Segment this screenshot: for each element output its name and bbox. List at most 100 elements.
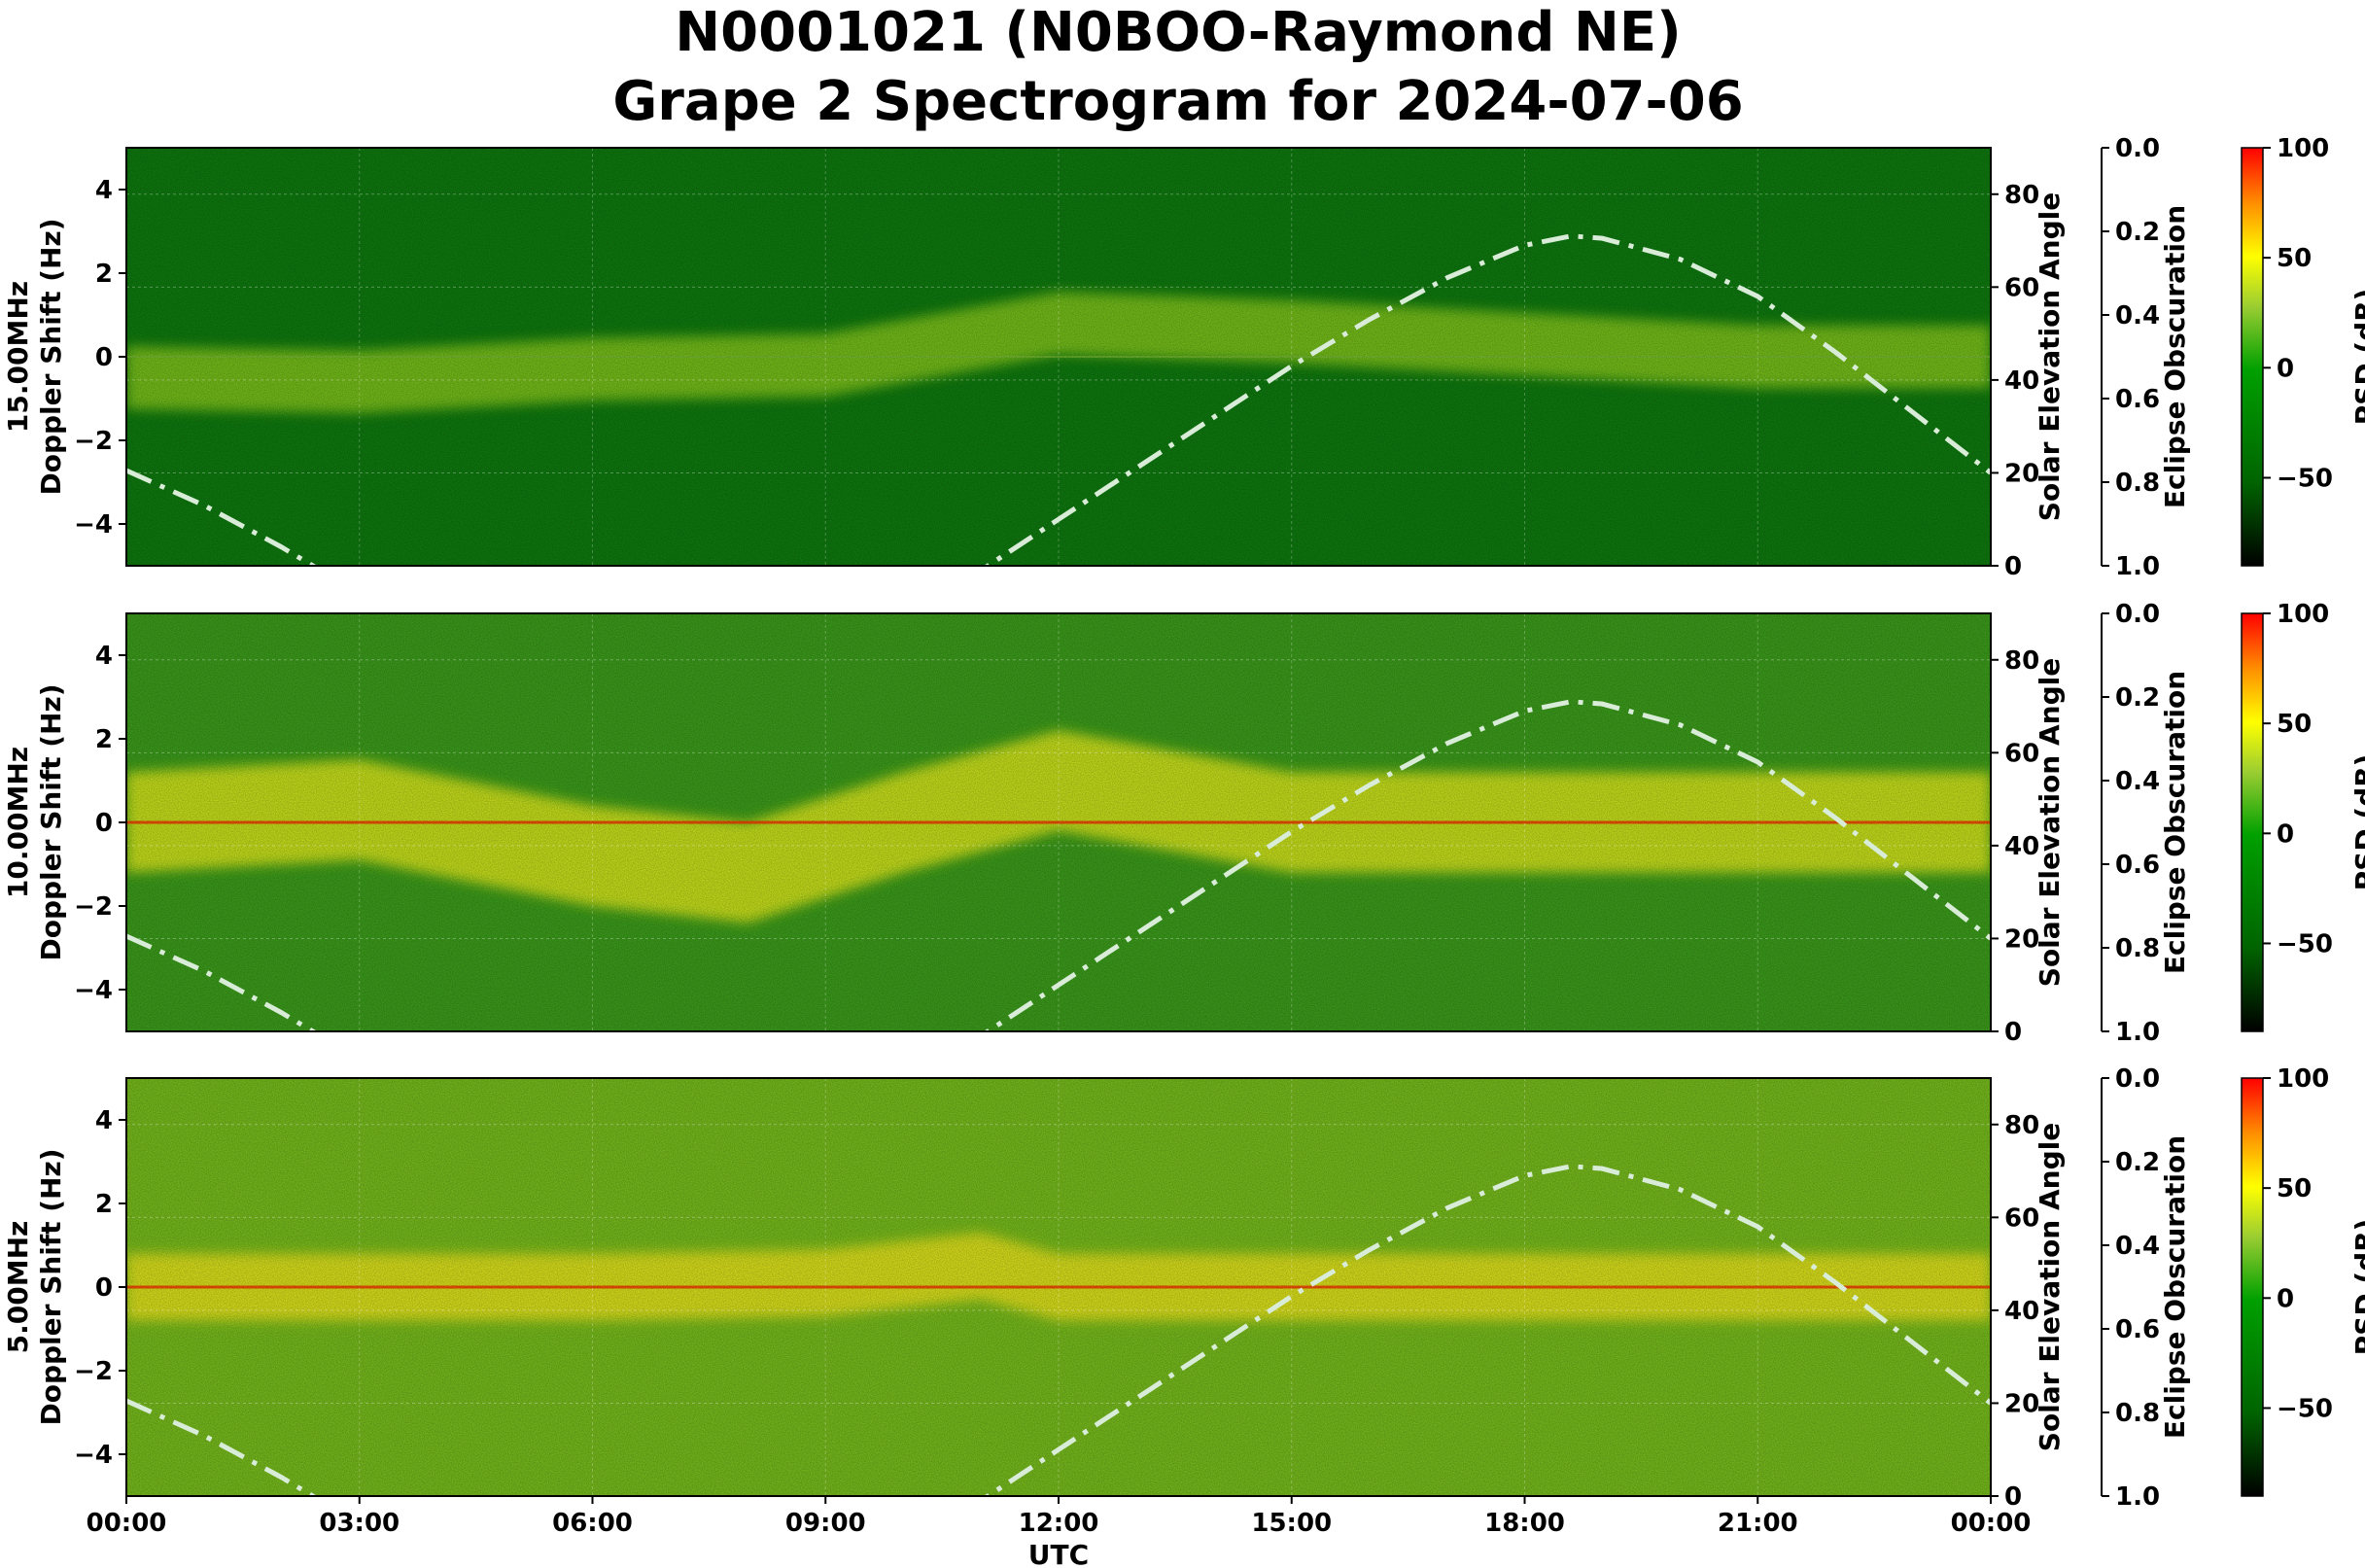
- x-tick-label: 00:00: [1951, 1509, 2032, 1538]
- doppler-tick-label: −4: [74, 1441, 113, 1470]
- solar-tick-label: 40: [2004, 366, 2039, 396]
- eclipse-tick-label: 1.0: [2115, 1482, 2160, 1512]
- solar-tick-label: 20: [2004, 1389, 2039, 1418]
- doppler-tick-label: −2: [74, 427, 113, 456]
- x-tick-label: 15:00: [1251, 1509, 1332, 1538]
- doppler-tick-label: −4: [74, 976, 113, 1005]
- solar-tick-label: 60: [2004, 739, 2039, 768]
- colorbar-tick-label: 100: [2277, 600, 2329, 629]
- eclipse-tick-label: 0.8: [2115, 469, 2160, 498]
- solar-tick-label: 20: [2004, 924, 2039, 954]
- eclipse-tick-label: 0.6: [2115, 385, 2160, 414]
- colorbar-tick-label: 0: [2277, 1284, 2294, 1313]
- colorbar-label: PSD (dB): [2349, 1219, 2365, 1356]
- solar-tick-label: 20: [2004, 459, 2039, 488]
- doppler-tick-label: 2: [95, 260, 113, 289]
- solar-tick-label: 0: [2004, 1482, 2022, 1512]
- x-tick-label: 00:00: [87, 1509, 167, 1538]
- eclipse-axis-label: Eclipse Obscuration: [2159, 1135, 2191, 1439]
- spectrogram-plot: [126, 1078, 1991, 1496]
- spectrogram-plot: [126, 148, 1991, 566]
- colorbar-tick-label: 100: [2277, 134, 2329, 163]
- noise-texture: [126, 148, 1991, 566]
- eclipse-tick-label: 0.4: [2115, 301, 2160, 331]
- colorbar-tick-label: −50: [2277, 1394, 2333, 1423]
- colorbar-label: PSD (dB): [2349, 754, 2365, 891]
- doppler-axis-label: Doppler Shift (Hz): [35, 218, 67, 495]
- solar-tick-label: 60: [2004, 273, 2039, 302]
- doppler-tick-label: 0: [95, 1273, 113, 1303]
- doppler-axis-label: Doppler Shift (Hz): [35, 1148, 67, 1425]
- noise-texture: [126, 1078, 1991, 1496]
- panel-15.00MHz: 420−2−415.00MHz Doppler Shift (Hz)8060402…: [2, 134, 2365, 581]
- eclipse-axis-label: Eclipse Obscuration: [2159, 205, 2191, 508]
- figure-title-line1: N0001021 (N0BOO-Raymond NE): [675, 1, 1681, 64]
- solar-elevation-curve: [126, 233, 1991, 566]
- eclipse-tick-label: 0.2: [2115, 1148, 2160, 1177]
- solar-elevation-curve: [126, 1164, 1991, 1496]
- doppler-tick-label: 0: [95, 809, 113, 838]
- eclipse-tick-label: 0.0: [2115, 1064, 2160, 1094]
- colorbar-label: PSD (dB): [2349, 289, 2365, 426]
- eclipse-tick-label: 0.4: [2115, 1232, 2160, 1261]
- doppler-tick-label: 4: [95, 1106, 113, 1135]
- x-axis-label: UTC: [1028, 1539, 1089, 1568]
- doppler-axis-label: Doppler Shift (Hz): [35, 683, 67, 960]
- solar-elevation-curve: [126, 699, 1991, 1031]
- eclipse-tick-label: 0.8: [2115, 934, 2160, 963]
- eclipse-tick-label: 0.6: [2115, 1315, 2160, 1344]
- solar-tick-label: 40: [2004, 832, 2039, 861]
- colorbar: [2241, 1077, 2264, 1497]
- eclipse-tick-label: 1.0: [2115, 1018, 2160, 1047]
- colorbar-tick-label: 50: [2277, 1174, 2312, 1203]
- colorbar-tick-label: 0: [2277, 819, 2294, 849]
- figure-title-line2: Grape 2 Spectrogram for 2024-07-06: [612, 70, 1743, 133]
- eclipse-tick-label: 0.2: [2115, 683, 2160, 713]
- colorbar: [2241, 612, 2264, 1032]
- doppler-tick-label: −2: [74, 892, 113, 922]
- colorbar-tick-label: 0: [2277, 354, 2294, 383]
- solar-tick-label: 40: [2004, 1297, 2039, 1326]
- panel-5.00MHz: 420−2−45.00MHz Doppler Shift (Hz)80604020…: [2, 1064, 2365, 1512]
- eclipse-tick-label: 0.0: [2115, 600, 2160, 629]
- eclipse-tick-label: 1.0: [2115, 552, 2160, 581]
- solar-tick-label: 0: [2004, 552, 2022, 581]
- doppler-tick-label: −2: [74, 1357, 113, 1386]
- solar-tick-label: 80: [2004, 1111, 2039, 1140]
- spectrogram-plot: [126, 613, 1991, 1031]
- solar-axis-label: Solar Elevation Angle: [2034, 1123, 2066, 1451]
- eclipse-tick-label: 0.4: [2115, 767, 2160, 796]
- solar-tick-label: 80: [2004, 646, 2039, 676]
- x-tick-label: 18:00: [1484, 1509, 1565, 1538]
- doppler-tick-label: −4: [74, 510, 113, 540]
- colorbar: [2241, 147, 2264, 567]
- eclipse-tick-label: 0.2: [2115, 218, 2160, 247]
- solar-tick-label: 0: [2004, 1018, 2022, 1047]
- x-tick-label: 12:00: [1019, 1509, 1099, 1538]
- x-tick-label: 03:00: [319, 1509, 400, 1538]
- colorbar-tick-label: 50: [2277, 244, 2312, 273]
- panel-10.00MHz: 420−2−410.00MHz Doppler Shift (Hz)8060402…: [2, 600, 2365, 1047]
- colorbar-tick-label: −50: [2277, 929, 2333, 958]
- colorbar-tick-label: −50: [2277, 464, 2333, 493]
- solar-tick-label: 60: [2004, 1203, 2039, 1233]
- panel-frequency-label: 15.00MHz: [2, 281, 34, 433]
- colorbar-tick-label: 100: [2277, 1064, 2329, 1094]
- x-tick-label: 06:00: [552, 1509, 633, 1538]
- doppler-tick-label: 2: [95, 725, 113, 754]
- x-tick-label: 09:00: [785, 1509, 866, 1538]
- eclipse-tick-label: 0.0: [2115, 134, 2160, 163]
- colorbar-tick-label: 50: [2277, 710, 2312, 739]
- panel-frequency-label: 5.00MHz: [2, 1221, 34, 1354]
- doppler-tick-label: 2: [95, 1190, 113, 1219]
- doppler-tick-label: 4: [95, 176, 113, 205]
- x-tick-label: 21:00: [1718, 1509, 1798, 1538]
- eclipse-axis-label: Eclipse Obscuration: [2159, 671, 2191, 974]
- solar-tick-label: 80: [2004, 181, 2039, 210]
- eclipse-tick-label: 0.6: [2115, 851, 2160, 880]
- eclipse-tick-label: 0.8: [2115, 1399, 2160, 1428]
- solar-axis-label: Solar Elevation Angle: [2034, 192, 2066, 521]
- doppler-tick-label: 0: [95, 343, 113, 372]
- panel-frequency-label: 10.00MHz: [2, 747, 34, 898]
